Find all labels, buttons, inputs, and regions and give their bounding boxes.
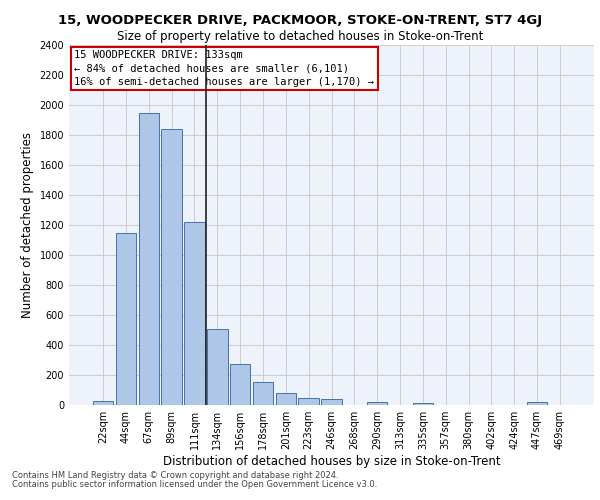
Bar — [207, 328, 227, 405]
Bar — [253, 382, 273, 405]
Y-axis label: Number of detached properties: Number of detached properties — [21, 132, 34, 318]
Bar — [275, 393, 296, 405]
Text: 15, WOODPECKER DRIVE, PACKMOOR, STOKE-ON-TRENT, ST7 4GJ: 15, WOODPECKER DRIVE, PACKMOOR, STOKE-ON… — [58, 14, 542, 27]
Bar — [298, 398, 319, 405]
Text: 15 WOODPECKER DRIVE: 133sqm
← 84% of detached houses are smaller (6,101)
16% of : 15 WOODPECKER DRIVE: 133sqm ← 84% of det… — [74, 50, 374, 87]
Bar — [139, 112, 159, 405]
Bar — [116, 232, 136, 405]
Text: Contains HM Land Registry data © Crown copyright and database right 2024.: Contains HM Land Registry data © Crown c… — [12, 471, 338, 480]
Bar — [93, 401, 113, 405]
Text: Size of property relative to detached houses in Stoke-on-Trent: Size of property relative to detached ho… — [117, 30, 483, 43]
Bar — [367, 402, 388, 405]
Bar — [527, 402, 547, 405]
Text: Contains public sector information licensed under the Open Government Licence v3: Contains public sector information licen… — [12, 480, 377, 489]
Bar — [321, 399, 342, 405]
Bar — [184, 222, 205, 405]
X-axis label: Distribution of detached houses by size in Stoke-on-Trent: Distribution of detached houses by size … — [163, 455, 500, 468]
Bar — [230, 364, 250, 405]
Bar — [413, 403, 433, 405]
Bar — [161, 129, 182, 405]
